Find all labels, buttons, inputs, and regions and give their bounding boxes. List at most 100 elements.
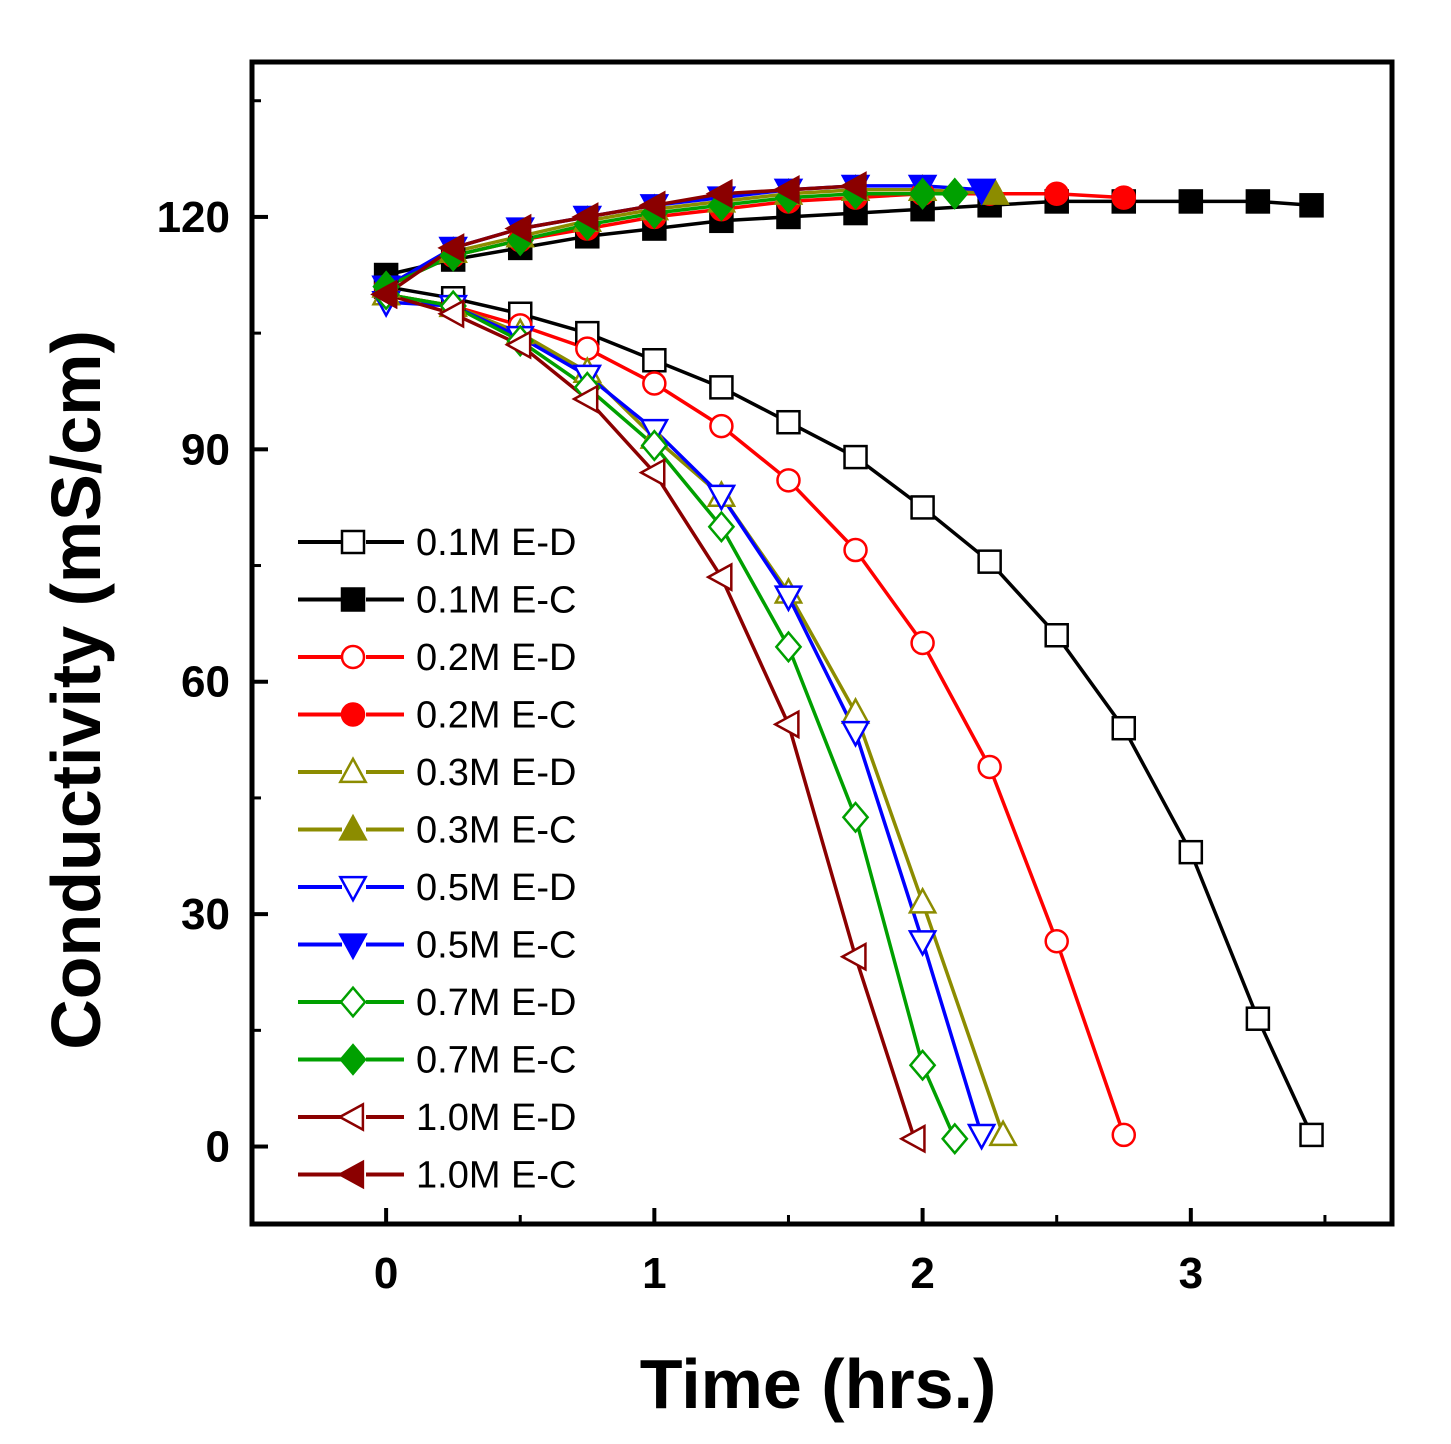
data-point	[898, 1124, 926, 1154]
y-tick-label-1: 30	[181, 890, 230, 939]
data-point	[1111, 185, 1137, 210]
data-point	[638, 457, 666, 488]
series-markers-11	[370, 171, 867, 310]
data-point	[1044, 181, 1069, 206]
legend-entry-6: 0.5M E-D	[298, 867, 576, 909]
legend-entry-5: 0.3M E-C	[298, 810, 576, 852]
x-axis-label: Time (hrs.)	[640, 1345, 997, 1423]
series-0-7m-e-d	[385, 292, 957, 1140]
plot-area	[370, 171, 1324, 1156]
data-point	[966, 1123, 997, 1151]
data-point	[907, 886, 938, 914]
legend-marker	[340, 529, 366, 555]
data-point	[1111, 715, 1137, 741]
data-point	[843, 537, 868, 563]
data-point	[709, 375, 734, 400]
data-point	[941, 1122, 969, 1156]
legend-label: 0.5M E-D	[416, 867, 576, 909]
data-point	[776, 409, 801, 435]
legend-marker	[339, 1043, 367, 1076]
series-0-3m-e-c	[385, 188, 996, 289]
data-point	[437, 299, 465, 329]
y-tick-label-2: 60	[181, 658, 230, 707]
legend-entry-0: 0.1M E-D	[298, 522, 576, 564]
legend-marker	[340, 702, 366, 727]
data-point	[966, 178, 997, 206]
data-point	[1245, 189, 1271, 214]
data-point	[776, 468, 801, 493]
plot-frame	[249, 59, 1395, 1227]
legend-marker	[339, 985, 367, 1019]
data-point	[705, 178, 733, 209]
data-point	[640, 429, 669, 462]
data-point	[1044, 623, 1069, 648]
legend-label: 0.1M E-C	[416, 580, 576, 622]
y-tick-label-0: 0	[206, 1123, 230, 1172]
legend-label: 0.3M E-C	[416, 810, 576, 852]
legend-entry-9: 0.7M E-C	[298, 1040, 576, 1082]
series-line	[385, 188, 996, 289]
data-point	[709, 413, 734, 439]
legend-entry-8: 0.7M E-D	[298, 982, 576, 1024]
legend-marker	[337, 1102, 365, 1132]
legend-label: 0.2M E-C	[416, 695, 576, 737]
legend-label: 0.7M E-C	[416, 1040, 576, 1082]
legend-entry-4: 0.3M E-D	[298, 752, 576, 794]
data-point	[504, 213, 532, 244]
data-point	[907, 930, 938, 958]
legend-entry-10: 1.0M E-D	[298, 1097, 576, 1139]
data-point	[638, 190, 666, 221]
data-point	[706, 484, 737, 512]
data-point	[642, 371, 667, 396]
data-point	[977, 549, 1002, 574]
data-point	[1299, 1122, 1324, 1148]
legend-marker	[338, 756, 368, 784]
data-point	[437, 233, 465, 263]
legend-label: 0.2M E-D	[416, 637, 576, 679]
legend-marker	[338, 875, 368, 903]
data-point	[941, 177, 969, 210]
legend: 0.1M E-D 0.1M E-C 0.2M E-D 0.2M E-C 0.3M E-D…	[298, 522, 576, 1197]
data-point	[1111, 1122, 1137, 1148]
legend-label: 0.5M E-C	[416, 925, 576, 967]
data-point	[839, 941, 867, 972]
y-axis-label: Conductivity (mS/cm)	[37, 330, 115, 1050]
data-point	[571, 384, 599, 414]
x-tick-label-3: 3	[1179, 1249, 1203, 1298]
legend-label: 0.1M E-D	[416, 522, 576, 564]
data-point	[1245, 1006, 1271, 1031]
data-point	[908, 177, 937, 210]
legend-label: 1.0M E-D	[416, 1097, 576, 1139]
data-point	[571, 202, 599, 232]
data-point	[1044, 928, 1069, 954]
legend-entry-7: 0.5M E-C	[298, 925, 576, 967]
data-point	[908, 1048, 937, 1082]
series-line	[385, 191, 955, 289]
series-line	[385, 292, 1005, 1136]
series-0-7m-e-c	[385, 191, 955, 289]
legend-marker	[340, 644, 366, 670]
legend-entry-1: 0.1M E-C	[298, 580, 576, 622]
data-point	[772, 175, 800, 205]
data-point	[841, 801, 870, 834]
y-tick-label-3: 90	[181, 425, 230, 474]
data-point	[977, 754, 1002, 780]
data-point	[705, 562, 733, 592]
legend-entry-11: 1.0M E-C	[298, 1155, 576, 1197]
legend-marker	[338, 813, 368, 841]
data-point	[772, 709, 800, 740]
series-line	[385, 292, 957, 1140]
x-tick-label-2: 2	[910, 1249, 934, 1298]
legend-marker	[340, 587, 366, 612]
data-point	[910, 630, 935, 656]
x-tick-label-1: 1	[642, 1249, 666, 1298]
data-point	[843, 444, 868, 470]
data-point	[840, 720, 871, 748]
data-point	[1178, 839, 1204, 865]
data-point	[910, 495, 935, 520]
data-point	[370, 279, 398, 310]
y-tick-label-4: 120	[157, 193, 230, 242]
data-point	[988, 1119, 1018, 1147]
